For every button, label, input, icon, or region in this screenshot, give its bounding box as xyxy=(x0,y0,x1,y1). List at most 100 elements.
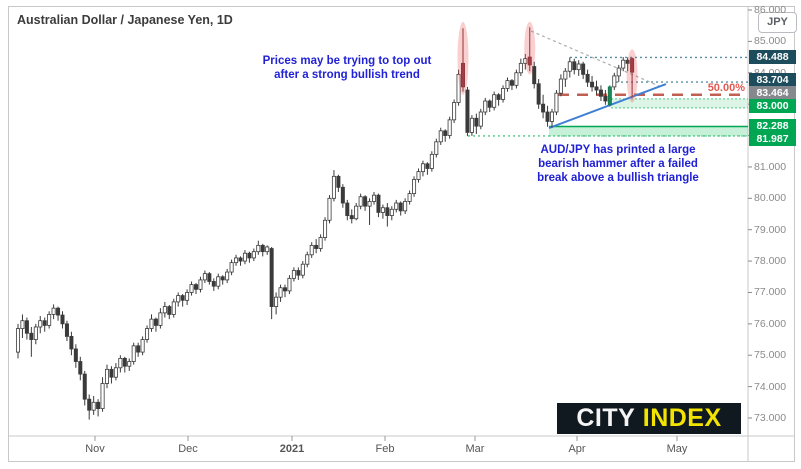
candle-body xyxy=(483,100,488,113)
triangle-resistance-line xyxy=(530,30,660,87)
price-tick-label: 73.000 xyxy=(754,412,787,424)
time-tick-label: Feb xyxy=(375,443,395,455)
candle-body xyxy=(127,361,132,367)
candle-body xyxy=(256,244,261,253)
candle-body xyxy=(514,72,519,86)
candle-body xyxy=(367,201,372,207)
candle-body xyxy=(269,248,274,307)
candle-body xyxy=(354,205,359,220)
price-label-box: 81.987 xyxy=(749,132,796,146)
support-zone xyxy=(549,126,748,136)
candle-body xyxy=(558,78,563,94)
candle-body xyxy=(598,89,603,97)
candle-body xyxy=(581,63,586,75)
candle-body xyxy=(536,83,541,105)
candle-body xyxy=(91,401,96,411)
candle-body xyxy=(113,367,118,378)
candle-body xyxy=(180,295,185,301)
candle-body xyxy=(523,58,528,64)
symbol-title: Australian Dollar / Japanese Yen, 1D xyxy=(17,13,233,27)
candle-body xyxy=(131,345,136,362)
candle-body xyxy=(594,86,599,91)
candle-body xyxy=(238,257,243,262)
triangle-support-line xyxy=(548,83,667,129)
candle-body xyxy=(487,100,492,108)
candle-body xyxy=(20,320,25,329)
brand-logo-index: INDEX xyxy=(642,404,722,432)
price-tick-label: 74.000 xyxy=(754,380,787,393)
candle-body xyxy=(456,73,461,103)
candle-body xyxy=(567,61,572,72)
candle-body xyxy=(29,332,34,340)
candle-body xyxy=(73,348,78,362)
time-tick-label: Mar xyxy=(465,443,485,455)
price-tick-label: 86.000 xyxy=(754,4,787,16)
price-label-box: 83.704 xyxy=(749,73,796,87)
candle-body xyxy=(105,368,110,384)
price-tick-label: 85.000 xyxy=(754,35,787,48)
candle-body xyxy=(274,296,279,307)
candle-body xyxy=(198,279,203,290)
currency-button[interactable]: JPY xyxy=(758,12,797,33)
candle-body xyxy=(327,197,332,221)
candle-body xyxy=(309,244,314,256)
candle-body xyxy=(434,141,439,155)
candle-body xyxy=(443,130,448,136)
candle-body xyxy=(363,196,368,207)
candle-body xyxy=(563,70,568,80)
time-tick-label: 2021 xyxy=(279,443,305,455)
candle-body xyxy=(145,328,150,340)
candle-body xyxy=(242,252,247,262)
candle-body xyxy=(509,80,514,86)
support-zone xyxy=(611,98,748,108)
candle-body xyxy=(412,179,417,195)
candle-body xyxy=(630,58,635,73)
candle-body xyxy=(407,193,412,202)
candle-body xyxy=(96,401,101,409)
candle-body xyxy=(398,202,403,212)
candle-body xyxy=(625,59,630,64)
candle-body xyxy=(340,186,345,204)
candle-body xyxy=(287,277,292,292)
candle-body xyxy=(42,320,47,326)
candle-body xyxy=(282,287,287,292)
candle-body xyxy=(122,357,127,367)
candle-body xyxy=(305,254,310,265)
candle-body xyxy=(331,175,336,199)
candle-body xyxy=(51,307,56,315)
candle-body xyxy=(211,281,216,287)
candle-body xyxy=(621,59,626,69)
price-tick-label: 76.000 xyxy=(754,317,787,330)
candle-body xyxy=(358,196,363,207)
candle-body xyxy=(136,345,141,353)
price-tick-label: 80.000 xyxy=(754,192,787,205)
candle-body xyxy=(38,320,43,328)
candle-body xyxy=(585,73,590,83)
candle-body xyxy=(265,246,270,253)
candle-body xyxy=(465,89,470,133)
candle-body xyxy=(167,306,172,315)
candle-body xyxy=(260,244,265,253)
candle-body xyxy=(140,339,145,353)
candle-body xyxy=(416,171,421,180)
price-label-box: 84.488 xyxy=(749,50,796,64)
candle-body xyxy=(78,361,83,375)
candle-body xyxy=(318,237,323,249)
candle-body xyxy=(234,257,239,264)
candle-body xyxy=(492,94,497,108)
candle-body xyxy=(15,328,20,353)
candle-body xyxy=(380,207,385,213)
annotation-bottom: AUD/JPY has printed a large bearish hamm… xyxy=(537,144,699,184)
candle-body xyxy=(149,318,154,329)
highlight-ellipse xyxy=(524,21,536,75)
candle-body xyxy=(607,86,612,106)
candle-body xyxy=(550,111,555,122)
candle-body xyxy=(336,175,341,188)
candle-body xyxy=(554,92,559,113)
price-tick-label: 78.000 xyxy=(754,255,787,268)
candle-body xyxy=(189,284,194,293)
highlight-ellipse xyxy=(457,21,469,95)
candle-body xyxy=(33,326,38,340)
